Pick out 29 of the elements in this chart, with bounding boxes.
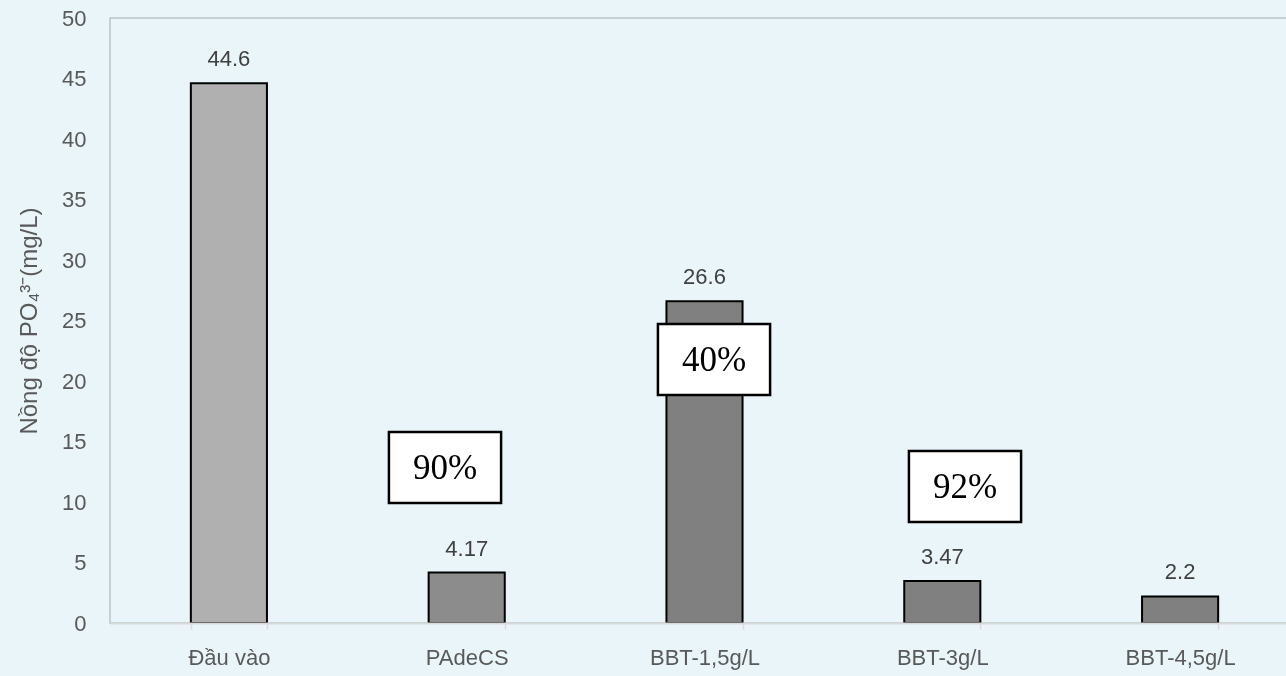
- y-axis-title: Nồng độ PO₄³⁻(mg/L): [15, 207, 43, 435]
- y-tick-label: 40: [62, 126, 87, 152]
- x-tick-label: BBT-1,5g/L: [649, 644, 761, 670]
- y-tick-label: 50: [62, 5, 87, 31]
- data-label: 4.17: [445, 535, 489, 561]
- bar: [427, 571, 506, 624]
- annotation: 90%: [412, 448, 478, 487]
- y-tick-label: 5: [74, 550, 87, 575]
- y-tick-label: 45: [62, 66, 87, 91]
- data-label: 26.6: [683, 264, 726, 290]
- bar: [903, 580, 982, 624]
- annotation: 92%: [932, 467, 998, 506]
- bar: [1141, 595, 1220, 624]
- y-tick-label: 30: [62, 247, 87, 273]
- annotation: 40%: [681, 340, 747, 379]
- x-tick-label: PAdeCS: [425, 644, 509, 670]
- y-tick-label: 25: [62, 308, 87, 333]
- x-tick-label: Đầu vào: [188, 644, 271, 670]
- x-tick-label: BBT-4,5g/L: [1125, 644, 1236, 670]
- y-tick-label: 15: [62, 429, 87, 454]
- data-label: 44.6: [207, 46, 251, 72]
- y-tick-label: 0: [74, 610, 87, 636]
- data-label: 2.2: [1164, 559, 1196, 585]
- y-tick-label: 10: [62, 489, 87, 515]
- y-tick-label: 20: [62, 368, 87, 394]
- data-label: 3.47: [920, 544, 964, 570]
- y-tick-label: 35: [62, 187, 87, 212]
- x-tick-label: BBT-3g/L: [896, 644, 989, 670]
- bar: [189, 82, 268, 624]
